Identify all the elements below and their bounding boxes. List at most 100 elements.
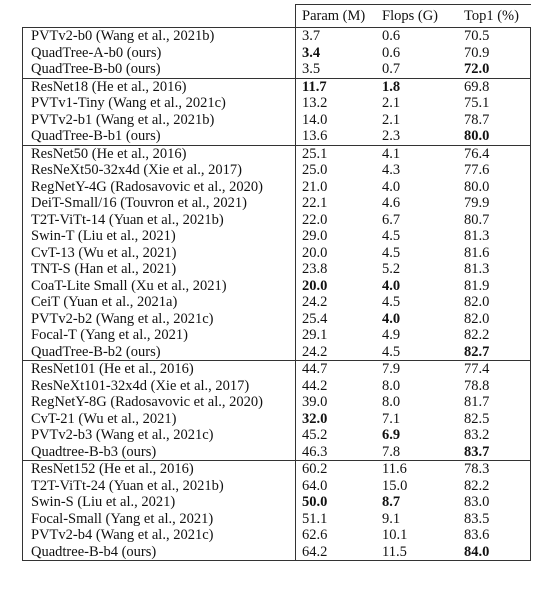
value-cell: 22.0 xyxy=(295,211,376,228)
value-cell: 4.5 xyxy=(382,343,401,360)
header-blank xyxy=(23,5,296,28)
value-cell: 20.0 xyxy=(295,244,376,261)
header-cell: Flops (G) xyxy=(376,4,458,28)
table-row: PVTv2-b2 (Wang et al., 2021c) 25.4 4.0 82.0 xyxy=(22,310,531,327)
value-cell: 13.6 xyxy=(295,128,376,145)
model-name: Swin-T (Liu et al., 2021) xyxy=(22,228,296,245)
table-row: RegNetY-8G (Radosavovic et al., 2020) 39.… xyxy=(22,394,531,411)
value-cell: 29.0 xyxy=(295,228,376,245)
value-cell: 76.4 xyxy=(458,144,531,162)
model-name: DeiT-Small/16 (Touvron et al., 2021) xyxy=(22,195,296,212)
value-cell: 0.6 xyxy=(376,27,458,45)
results-table: Param (M) Flops (G) Top1 (%) PVTv2-b0 (W… xyxy=(22,4,531,561)
table-row: ResNet152 (He et al., 2016) 60.2 11.6 78.3 xyxy=(22,460,531,478)
value-cell: 84.0 xyxy=(458,543,531,561)
value-cell: 82.0 xyxy=(458,294,531,311)
model-name: Swin-S (Liu et al., 2021) xyxy=(22,494,296,511)
value-cell: 70.5 xyxy=(458,27,531,45)
table-row: Swin-S (Liu et al., 2021) 50.0 8.7 83.0 xyxy=(22,494,531,511)
value-cell: 44.2 xyxy=(295,377,376,394)
model-name: ResNet152 (He et al., 2016) xyxy=(22,460,296,478)
table-row: ResNet50 (He et al., 2016) 25.1 4.1 76.4 xyxy=(22,144,531,162)
table-row: ResNet18 (He et al., 2016) 11.7 1.8 69.8 xyxy=(22,77,531,95)
value-cell: 78.3 xyxy=(458,460,531,478)
value-cell: 51.1 xyxy=(295,510,376,527)
value-cell: 4.0 xyxy=(382,178,401,195)
table-row: ResNeXt50-32x4d (Xie et al., 2017) 25.0 4.… xyxy=(22,162,531,179)
value-cell: 83.5 xyxy=(458,510,531,527)
model-name: T2T-ViTt-24 (Yuan et al., 2021b) xyxy=(22,477,296,494)
value-cell: 11.6 xyxy=(376,460,458,478)
value-cell: 2.1 xyxy=(382,111,401,128)
value-cell: 81.9 xyxy=(458,277,531,294)
row-group: ResNet50 (He et al., 2016) 25.1 4.1 76.4 Res… xyxy=(22,144,531,361)
value-cell: 25.0 xyxy=(295,162,376,179)
model-name: QuadTree-B-b0 (ours) xyxy=(22,61,296,78)
value-cell: 78.7 xyxy=(458,111,531,128)
value-cell: 2.1 xyxy=(382,95,401,111)
table-row: CvT-21 (Wu et al., 2021) 32.0 7.1 82.5 xyxy=(22,410,531,427)
table-row: Swin-T (Liu et al., 2021) 29.0 4.5 81.3 xyxy=(22,228,531,245)
table-row: PVTv2-b4 (Wang et al., 2021c) 62.6 10.1 83.… xyxy=(22,527,531,544)
model-name: ResNet50 (He et al., 2016) xyxy=(22,144,296,162)
value-cell: 81.6 xyxy=(458,244,531,261)
model-name: RegNetY-8G (Radosavovic et al., 2020) xyxy=(22,394,296,411)
value-cell: 11.5 xyxy=(376,543,458,561)
value-cell: 4.5 xyxy=(382,244,401,261)
model-name: PVTv2-b2 (Wang et al., 2021c) xyxy=(22,310,296,327)
model-name: Quadtree-B-b3 (ours) xyxy=(22,443,296,461)
value-cell: 24.2 xyxy=(295,343,376,361)
value-cell: 3.5 xyxy=(295,61,376,78)
table-row: CeiT (Yuan et al., 2021a) 24.2 4.5 82.0 xyxy=(22,294,531,311)
value-cell: 25.4 xyxy=(295,310,376,327)
value-cell: 46.3 xyxy=(295,443,376,461)
model-name: CvT-21 (Wu et al., 2021) xyxy=(22,410,296,427)
model-name: ResNeXt50-32x4d (Xie et al., 2017) xyxy=(22,162,296,179)
value-cell: 13.2 xyxy=(295,95,376,112)
value-cell: 6.9 xyxy=(382,427,401,443)
value-cell: 7.8 xyxy=(382,443,401,460)
value-cell: 83.0 xyxy=(458,494,531,511)
value-cell: 24.2 xyxy=(295,294,376,311)
table-row: CvT-13 (Wu et al., 2021) 20.0 4.5 81.6 xyxy=(22,244,531,261)
model-name: PVTv2-b4 (Wang et al., 2021c) xyxy=(22,527,296,544)
value-cell: 45.2 xyxy=(295,427,376,444)
row-group: ResNet18 (He et al., 2016) 11.7 1.8 69.8 PVT… xyxy=(22,77,531,145)
model-name: ResNet18 (He et al., 2016) xyxy=(22,77,296,95)
table-row: QuadTree-B-b1 (ours) 13.6 2.3 80.0 xyxy=(22,128,531,145)
value-cell: 69.8 xyxy=(458,77,531,95)
table-row: TNT-S (Han et al., 2021) 23.8 5.2 81.3 xyxy=(22,261,531,278)
value-cell: 8.0 xyxy=(382,394,401,410)
value-cell: 82.5 xyxy=(458,410,531,427)
value-cell: 81.3 xyxy=(458,261,531,278)
value-cell: 81.7 xyxy=(458,394,531,411)
value-cell: 29.1 xyxy=(295,327,376,344)
row-group: ResNet101 (He et al., 2016) 44.7 7.9 77.4 Re… xyxy=(22,360,531,461)
model-name: Quadtree-B-b4 (ours) xyxy=(22,543,296,561)
table-row: QuadTree-A-b0 (ours) 3.4 0.6 70.9 xyxy=(22,44,531,61)
value-cell: 80.7 xyxy=(458,211,531,228)
value-cell: 3.7 xyxy=(295,27,376,45)
value-cell: 6.7 xyxy=(382,211,401,228)
value-cell: 4.1 xyxy=(376,144,458,162)
value-cell: 60.2 xyxy=(295,460,376,478)
value-cell: 82.2 xyxy=(458,477,531,494)
value-cell: 7.1 xyxy=(382,410,401,427)
value-cell: 25.1 xyxy=(295,144,376,162)
model-name: CvT-13 (Wu et al., 2021) xyxy=(22,244,296,261)
value-cell: 32.0 xyxy=(295,410,376,427)
model-name: TNT-S (Han et al., 2021) xyxy=(22,261,296,278)
table-row: RegNetY-4G (Radosavovic et al., 2020) 21.… xyxy=(22,178,531,195)
model-name: ResNeXt101-32x4d (Xie et al., 2017) xyxy=(22,377,296,394)
model-name: PVTv2-b3 (Wang et al., 2021c) xyxy=(22,427,296,444)
model-name: CoaT-Lite Small (Xu et al., 2021) xyxy=(22,277,296,294)
model-name: CeiT (Yuan et al., 2021a) xyxy=(22,294,296,311)
value-cell: 64.2 xyxy=(295,543,376,561)
model-name: PVTv2-b1 (Wang et al., 2021b) xyxy=(22,111,296,128)
table-row: ResNet101 (He et al., 2016) 44.7 7.9 77.4 xyxy=(22,360,531,378)
value-cell: 4.6 xyxy=(382,195,401,211)
value-cell: 82.2 xyxy=(458,327,531,344)
row-group: PVTv2-b0 (Wang et al., 2021b) 3.7 0.6 70.5 Q… xyxy=(22,27,531,78)
value-cell: 78.8 xyxy=(458,377,531,394)
